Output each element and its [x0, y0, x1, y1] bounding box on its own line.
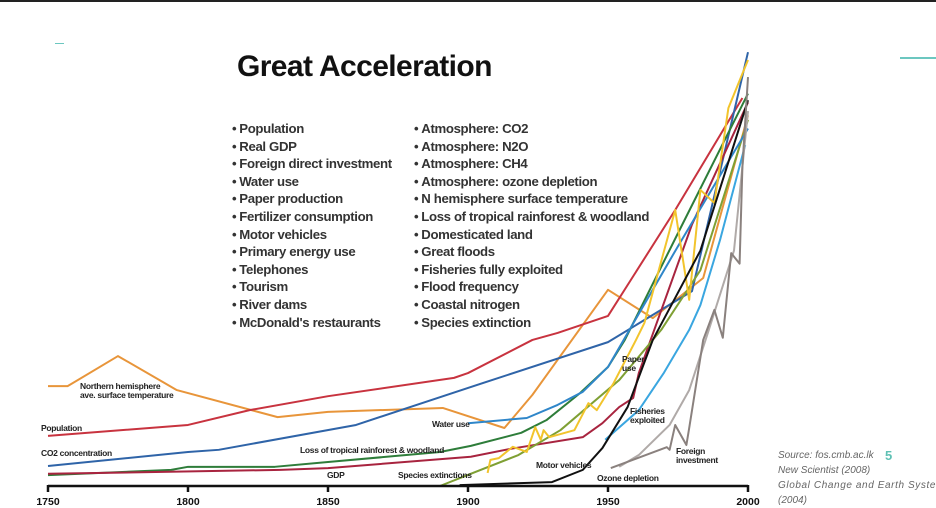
series-label: Paper	[622, 354, 645, 364]
bullet-item: Atmosphere: CO2	[414, 120, 649, 138]
x-tick-label: 1850	[316, 496, 340, 508]
bullet-list-right: Atmosphere: CO2Atmosphere: N2OAtmosphere…	[414, 120, 649, 331]
bullet-item: Telephones	[232, 261, 392, 279]
bullet-item: Fisheries fully exploited	[414, 261, 649, 279]
x-tick-label: 1800	[176, 496, 200, 508]
series-label: exploited	[630, 415, 665, 425]
slide-title: Great Acceleration	[237, 50, 492, 83]
series-label: Species extinctions	[398, 470, 472, 480]
page-number: 5	[885, 448, 893, 463]
series-label: investment	[676, 455, 718, 465]
bullet-item: River dams	[232, 296, 392, 314]
decorative-accent-line	[55, 43, 64, 44]
bullet-item: Atmosphere: N2O	[414, 138, 649, 156]
bullet-item: Atmosphere: ozone depletion	[414, 173, 649, 191]
series-line-6	[467, 127, 749, 425]
series-line-11	[610, 76, 749, 470]
series-label: ave. surface temperature	[80, 390, 174, 400]
bullet-item: Paper production	[232, 190, 392, 208]
series-line-0	[48, 115, 749, 430]
bullet-list-left: PopulationReal GDPForeign direct investm…	[232, 120, 392, 331]
series-label: CO2 concentration	[41, 448, 112, 458]
bullet-item: Great floods	[414, 243, 649, 261]
bullet-item: Population	[232, 120, 392, 138]
bullet-item: N hemisphere surface temperature	[414, 190, 649, 208]
bullet-item: Fertilizer consumption	[232, 208, 392, 226]
series-label: Foreign	[676, 446, 705, 456]
source-citation: Source: fos.cmb.ac.lk New Scientist (200…	[778, 448, 936, 508]
bullet-item: Tourism	[232, 278, 392, 296]
bullet-item: Atmosphere: CH4	[414, 155, 649, 173]
x-tick-label: 2000	[736, 496, 760, 508]
series-line-1	[47, 97, 744, 437]
series-label: GDP	[327, 470, 345, 480]
series-line-4	[47, 101, 749, 475]
bullet-item: Coastal nitrogen	[414, 296, 649, 314]
series-label: Ozone depletion	[597, 473, 659, 483]
bullet-item: Loss of tropical rainforest & woodland	[414, 208, 649, 226]
x-tick-label: 1950	[596, 496, 620, 508]
bullet-item: Real GDP	[232, 138, 392, 156]
source-line: Global Change and Earth System	[778, 480, 936, 491]
series-line-2	[47, 51, 749, 467]
series-label: Fisheries	[630, 406, 665, 416]
bullet-item: Motor vehicles	[232, 226, 392, 244]
bullet-item: Domesticated land	[414, 226, 649, 244]
x-tick-label: 1900	[456, 496, 480, 508]
top-border	[0, 0, 936, 2]
bullet-item: Species extinction	[414, 314, 649, 332]
bullet-item: Flood frequency	[414, 278, 649, 296]
bullet-item: McDonald's restaurants	[232, 314, 392, 332]
source-line: (2004)	[778, 495, 807, 506]
x-tick-label: 1750	[36, 496, 60, 508]
series-label: Motor vehicles	[536, 460, 592, 470]
bullet-item: Foreign direct investment	[232, 155, 392, 173]
source-line: New Scientist (2008)	[778, 465, 871, 476]
series-label: Water use	[432, 419, 470, 429]
series-label: Northern hemisphere	[80, 381, 161, 391]
bullet-item: Water use	[232, 173, 392, 191]
series-label: use	[622, 363, 636, 373]
series-label: Loss of tropical rainforest & woodland	[300, 445, 444, 455]
bullet-item: Primary energy use	[232, 243, 392, 261]
series-label: Population	[41, 423, 82, 433]
series-line-9	[459, 99, 749, 487]
series-line-10	[618, 110, 749, 468]
series-line-8	[604, 144, 747, 441]
decorative-accent-line	[900, 57, 936, 59]
source-line: Source: fos.cmb.ac.lk	[778, 450, 874, 461]
series-line-7	[486, 59, 749, 474]
